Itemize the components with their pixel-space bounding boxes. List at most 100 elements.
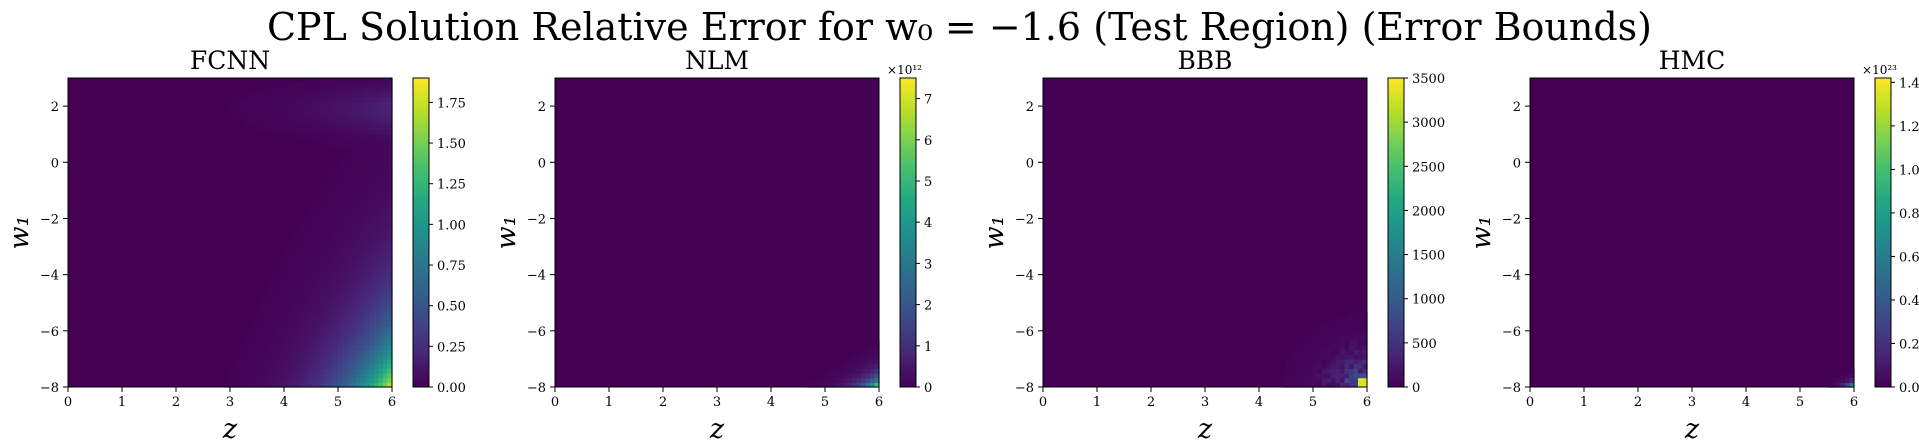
heatmap-cell (297, 298, 303, 304)
heatmap-cell (1299, 349, 1305, 355)
colorbar-multiplier: ×10²³ (1862, 63, 1897, 77)
heatmap-cell (320, 321, 326, 327)
heatmap-cell (874, 382, 880, 388)
heatmap-cell (338, 227, 344, 234)
heatmap-cell (351, 190, 357, 196)
colorbar-tick-label: 0.25 (437, 340, 466, 355)
heatmap-cell (252, 372, 258, 379)
heatmap-cell (293, 368, 299, 374)
heatmap-cell (338, 251, 344, 257)
heatmap-cell (347, 78, 353, 84)
heatmap-cell (239, 106, 245, 112)
heatmap-cell (374, 209, 380, 215)
heatmap-cell (374, 87, 380, 93)
heatmap-cell (315, 120, 321, 126)
heatmap-cell (351, 237, 357, 243)
heatmap-cell (293, 82, 299, 88)
heatmap-cell (311, 209, 317, 215)
heatmap-cell (1331, 326, 1337, 332)
heatmap-cell (329, 171, 335, 177)
heatmap-cell (329, 368, 335, 374)
heatmap-cell (356, 148, 362, 154)
heatmap-cell (248, 106, 254, 112)
heatmap-cell (306, 382, 312, 388)
heatmap-cell (288, 330, 294, 337)
heatmap-cell (252, 335, 258, 341)
heatmap-cell (293, 251, 299, 257)
heatmap-cell (329, 124, 335, 131)
heatmap-cell (1326, 335, 1332, 341)
heatmap-cell (293, 232, 299, 238)
heatmap-cell (320, 101, 326, 107)
colorbar-tick-label: 1.25 (437, 178, 466, 193)
heatmap-cell (329, 185, 335, 191)
heatmap-cell (284, 340, 290, 346)
heatmap-cell (275, 316, 281, 323)
heatmap-cell (351, 284, 357, 290)
heatmap-cell (338, 274, 344, 280)
heatmap-cell (248, 110, 254, 117)
heatmap-cell (378, 316, 384, 323)
heatmap-cell (347, 218, 353, 224)
heatmap-cell (302, 106, 308, 112)
heatmap-cell (360, 269, 366, 276)
colorbar-tick-label: 2500 (1412, 160, 1445, 175)
x-tick-label: 0 (1039, 395, 1047, 410)
heatmap-cell (333, 213, 339, 220)
heatmap-cell (320, 204, 326, 210)
heatmap-cell (257, 115, 263, 121)
heatmap-cell (347, 340, 353, 346)
heatmap-cell (230, 377, 236, 383)
heatmap-cell (369, 101, 375, 107)
heatmap-cell (369, 255, 375, 262)
heatmap-cell (383, 330, 389, 337)
heatmap-cell (1353, 335, 1359, 341)
heatmap-cell (333, 288, 339, 294)
heatmap-cell (383, 284, 389, 290)
heatmap-cell (297, 260, 303, 266)
heatmap-cell (279, 284, 285, 290)
heatmap-cell (338, 106, 344, 112)
x-tick-label: 2 (1634, 395, 1642, 410)
heatmap-cell (302, 134, 308, 140)
heatmap-cell (387, 92, 393, 98)
heatmap-cell (333, 382, 339, 388)
heatmap-cell (288, 96, 294, 103)
heatmap-cell (311, 358, 317, 365)
heatmap-cell (284, 363, 290, 369)
heatmap-cell (387, 298, 393, 304)
heatmap-cell (378, 354, 384, 360)
heatmap-cell (279, 106, 285, 112)
heatmap-cell (360, 162, 366, 168)
heatmap-cell (378, 78, 384, 84)
heatmap-cell (360, 204, 366, 210)
heatmap-cell (356, 124, 362, 131)
heatmap-cell (252, 96, 258, 103)
heatmap-cell (230, 101, 236, 107)
heatmap-cell (383, 218, 389, 224)
heatmap-cell (365, 312, 371, 318)
heatmap-cell (378, 232, 384, 238)
heatmap-cell (288, 284, 294, 290)
heatmap-cell (356, 138, 362, 145)
heatmap-cell (825, 382, 831, 388)
heatmap-cell (266, 330, 272, 337)
heatmap-cell (315, 312, 321, 318)
heatmap-cell (320, 349, 326, 355)
heatmap-cell (387, 255, 393, 262)
heatmap-cell (383, 265, 389, 271)
heatmap-cell (1331, 344, 1337, 351)
heatmap-cell (252, 344, 258, 351)
heatmap-cell (324, 237, 330, 243)
heatmap-cell (293, 316, 299, 323)
heatmap-cell (351, 340, 357, 346)
heatmap-cell (356, 312, 362, 318)
heatmap-cell (288, 321, 294, 327)
heatmap-cell (288, 101, 294, 107)
heatmap-cell (351, 171, 357, 177)
heatmap-cell (369, 265, 375, 271)
y-tick-label: −6 (1015, 325, 1034, 340)
heatmap-cell (387, 321, 393, 327)
heatmap-cell (347, 96, 353, 103)
x-tick-label: 3 (1201, 395, 1209, 410)
